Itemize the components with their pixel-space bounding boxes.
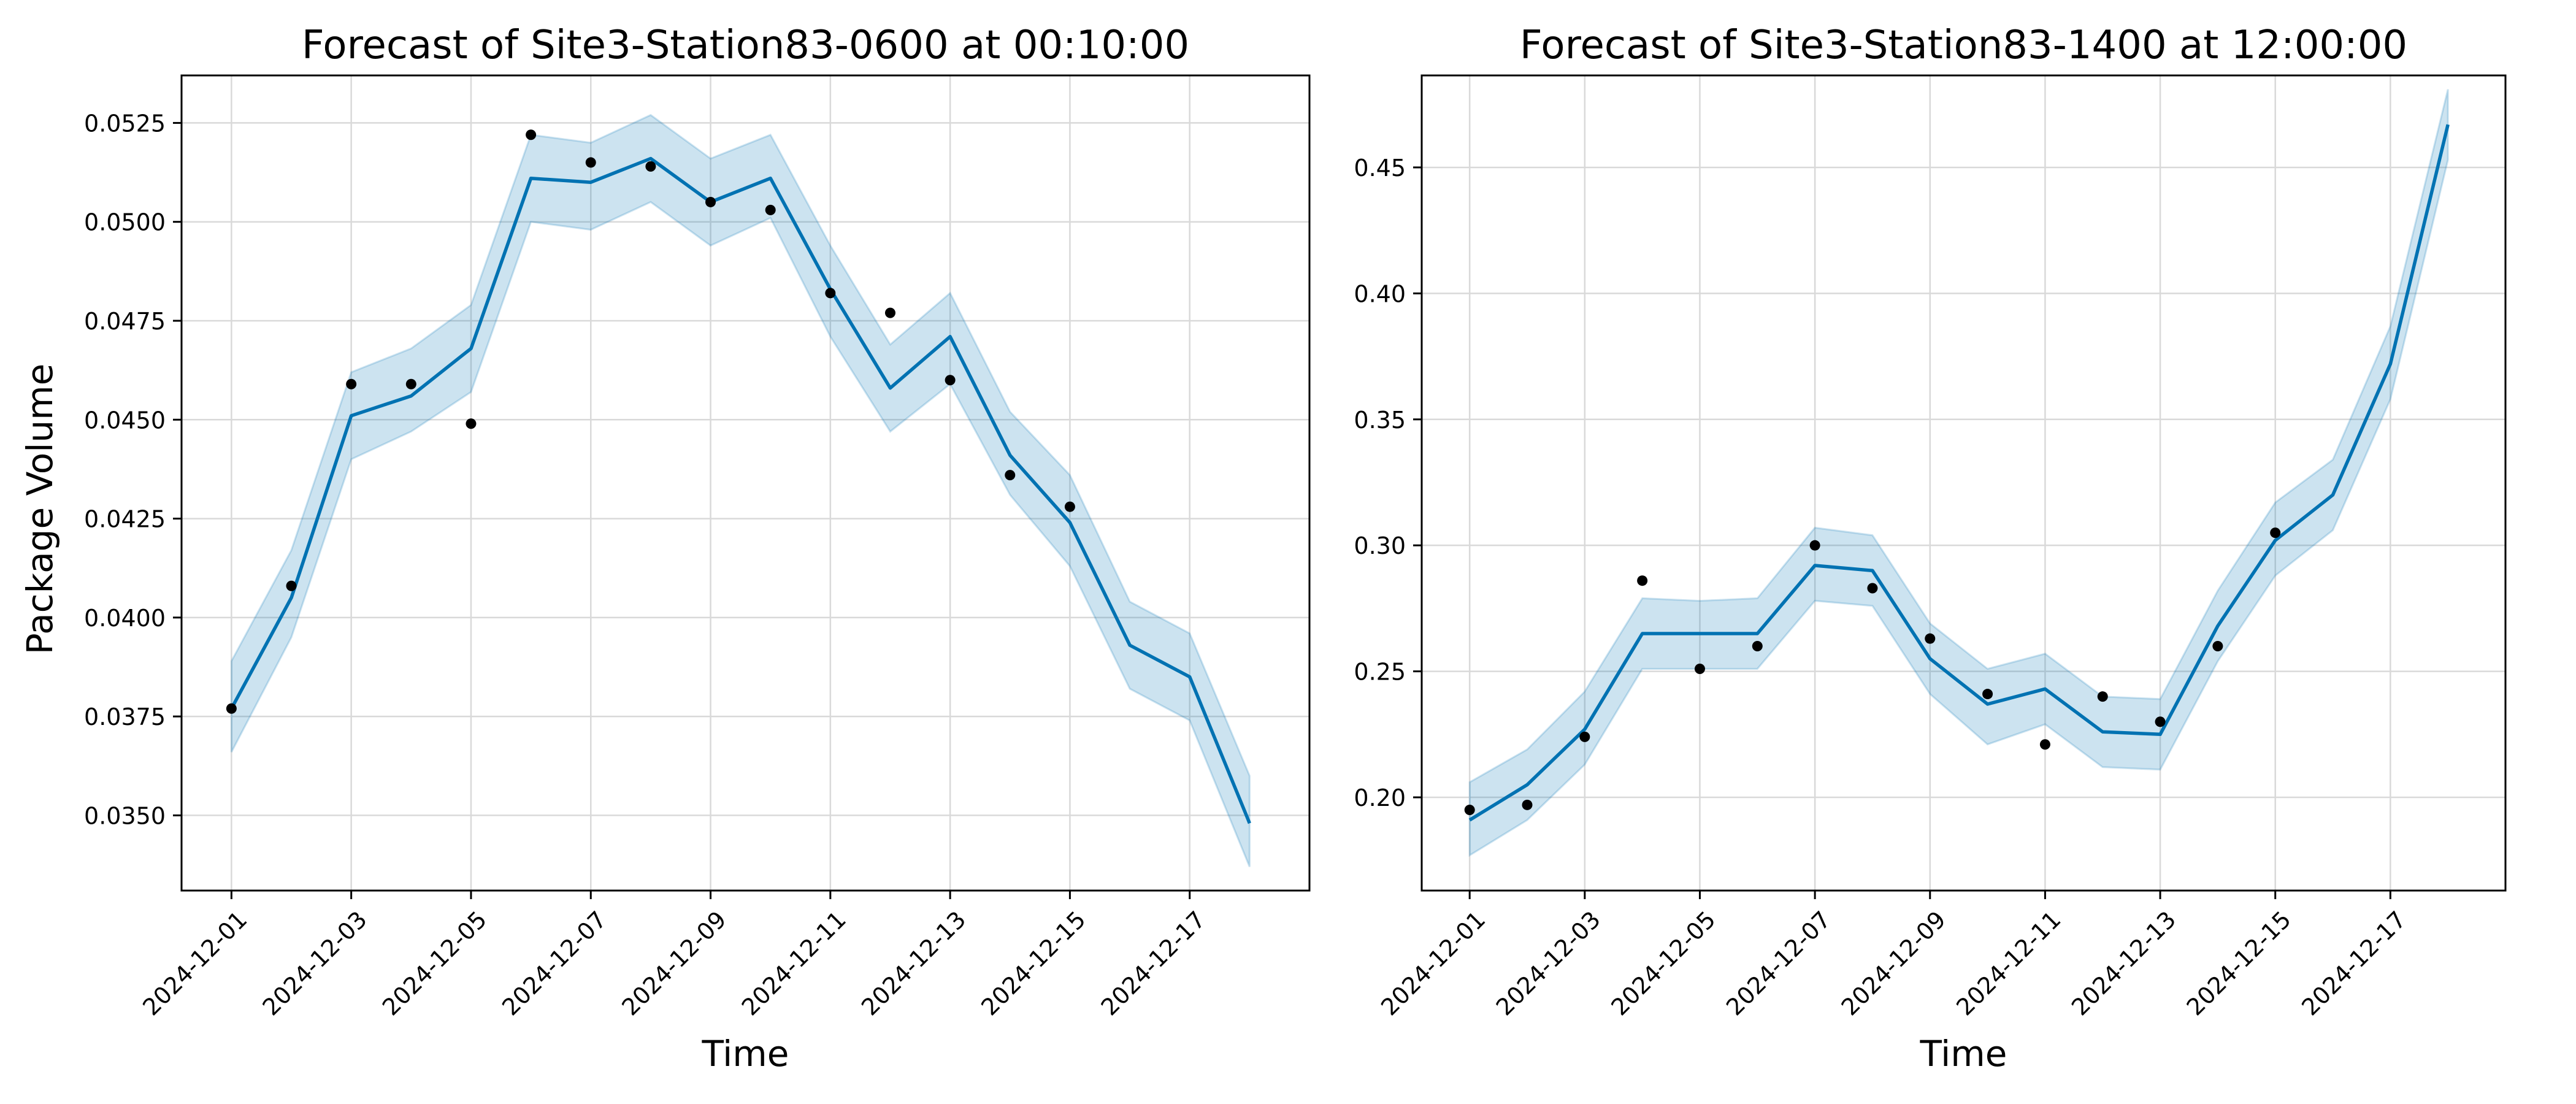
- x-tick-label: 2024-12-13: [856, 906, 971, 1021]
- y-tick-label: 0.0425: [84, 506, 166, 533]
- observed-point: [2039, 739, 2050, 750]
- observed-point: [765, 204, 776, 215]
- observed-point: [705, 196, 716, 207]
- observed-point: [526, 129, 537, 140]
- y-tick-label: 0.25: [1354, 659, 1406, 686]
- observed-point: [226, 703, 237, 714]
- observed-point: [945, 375, 956, 386]
- observed-point: [405, 378, 416, 389]
- observed-point: [286, 580, 297, 591]
- x-tick-label: 2024-12-03: [1491, 906, 1606, 1021]
- observed-point: [1064, 501, 1075, 512]
- observed-point: [1694, 663, 1705, 674]
- observed-point: [1809, 540, 1820, 551]
- x-tick-label: 2024-12-09: [616, 906, 731, 1021]
- observed-point: [825, 288, 836, 299]
- y-tick-label: 0.20: [1354, 784, 1406, 811]
- forecast-line: [229, 156, 1251, 824]
- shared-y-axis-label: Package Volume: [19, 364, 61, 655]
- observed-point: [1867, 583, 1878, 594]
- observed-point: [1637, 575, 1648, 586]
- observed-point: [2155, 716, 2166, 727]
- x-tick-label: 2024-12-09: [1836, 906, 1951, 1021]
- x-tick-label: 2024-12-13: [2066, 906, 2181, 1021]
- x-tick-label: 2024-12-01: [1376, 906, 1490, 1021]
- observed-point: [1982, 689, 1993, 700]
- observed-point: [585, 157, 596, 168]
- x-tick-label: 2024-12-17: [1096, 906, 1211, 1021]
- x-tick-label: 2024-12-03: [258, 906, 372, 1021]
- y-tick-label: 0.0475: [84, 308, 166, 335]
- uncertainty-band: [1468, 89, 2449, 857]
- chart-title: Forecast of Site3-Station83-1400 at 12:0…: [1520, 23, 2407, 68]
- x-tick-label: 2024-12-11: [1951, 906, 2066, 1021]
- uncertainty-band: [230, 113, 1251, 867]
- x-tick-label: 2024-12-05: [377, 906, 492, 1021]
- chart-panel-right: 2024-12-01 2024-12-03 2024-12-05 2024-12-07…: [1354, 23, 2507, 1075]
- y-tick-label: 0.0350: [84, 802, 166, 829]
- chart-panel-left: 2024-12-01 2024-12-03 2024-12-05 2024-12-07…: [84, 23, 1311, 1075]
- observed-point: [1752, 641, 1763, 652]
- y-tick-label: 0.0525: [84, 110, 166, 137]
- x-tick-label: 2024-12-01: [137, 906, 252, 1021]
- observed-point: [1522, 799, 1533, 810]
- y-tick-label: 0.40: [1354, 280, 1406, 307]
- x-tick-label: 2024-12-15: [2182, 906, 2296, 1021]
- x-tick-label: 2024-12-15: [976, 906, 1091, 1021]
- x-tick-label: 2024-12-05: [1606, 906, 1720, 1021]
- axes-frame: [1420, 74, 2507, 892]
- x-tick-label: 2024-12-17: [2296, 906, 2411, 1021]
- x-axis-label: Time: [702, 1033, 789, 1075]
- observed-point: [1579, 731, 1590, 742]
- x-tick-label: 2024-12-11: [737, 906, 851, 1021]
- y-tick-label: 0.35: [1354, 407, 1406, 434]
- observed-point: [2212, 641, 2223, 652]
- x-axis-label: Time: [1920, 1033, 2007, 1075]
- observed-point: [346, 378, 357, 389]
- y-tick-label: 0.0450: [84, 407, 166, 434]
- chart-title: Forecast of Site3-Station83-0600 at 00:1…: [302, 23, 1189, 68]
- observed-point: [1464, 805, 1475, 816]
- x-tick-label: 2024-12-07: [497, 906, 611, 1021]
- axes-frame: [180, 74, 1311, 892]
- y-tick-label: 0.30: [1354, 532, 1406, 559]
- observed-point: [2270, 527, 2281, 539]
- observed-point: [645, 161, 656, 172]
- observed-point: [2097, 691, 2108, 702]
- observed-point: [466, 418, 477, 429]
- forecast-line: [1468, 124, 2450, 822]
- x-tick-label: 2024-12-07: [1721, 906, 1836, 1021]
- y-tick-label: 0.0400: [84, 605, 166, 632]
- observed-point: [1005, 470, 1016, 481]
- observed-point: [1925, 633, 1936, 644]
- y-tick-label: 0.0500: [84, 209, 166, 236]
- observed-point: [884, 307, 895, 318]
- y-tick-label: 0.0375: [84, 703, 166, 730]
- y-tick-label: 0.45: [1354, 155, 1406, 182]
